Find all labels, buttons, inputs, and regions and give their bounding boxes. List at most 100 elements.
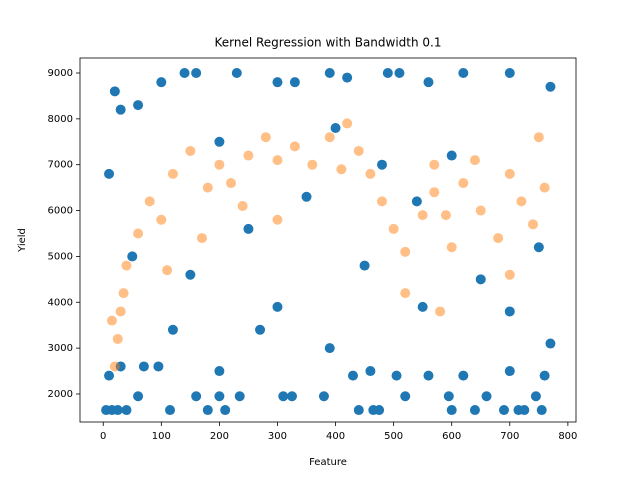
- point: [365, 366, 376, 377]
- point: [272, 77, 283, 88]
- point: [214, 391, 225, 402]
- point: [112, 333, 123, 344]
- point: [519, 405, 530, 416]
- y-tick-label: 9000: [48, 68, 73, 79]
- point: [446, 405, 457, 416]
- point: [165, 405, 176, 416]
- point: [475, 274, 486, 285]
- point: [504, 306, 515, 317]
- point: [504, 67, 515, 78]
- point: [133, 100, 144, 111]
- point: [156, 214, 167, 225]
- point: [104, 168, 115, 179]
- point: [423, 370, 434, 381]
- y-tick-label: 2000: [48, 389, 73, 400]
- x-tick-label: 300: [268, 431, 287, 442]
- point: [504, 366, 515, 377]
- point: [382, 67, 393, 78]
- y-tick-label: 3000: [48, 343, 73, 354]
- point: [539, 370, 550, 381]
- point: [167, 168, 178, 179]
- point: [377, 159, 388, 170]
- point: [458, 178, 469, 189]
- point: [234, 391, 245, 402]
- point: [162, 265, 173, 276]
- y-tick-label: 4000: [48, 297, 73, 308]
- chart-title: Kernel Regression with Bandwidth 0.1: [214, 36, 441, 50]
- plot-area: [101, 67, 556, 416]
- point: [243, 223, 254, 234]
- point: [400, 391, 411, 402]
- point: [156, 77, 167, 88]
- point: [202, 182, 213, 193]
- point: [220, 405, 231, 416]
- point: [185, 145, 196, 156]
- point: [307, 159, 318, 170]
- point: [481, 391, 492, 402]
- point: [374, 405, 385, 416]
- point: [342, 72, 353, 83]
- point: [533, 132, 544, 143]
- x-tick-label: 200: [210, 431, 229, 442]
- point: [278, 391, 289, 402]
- point: [324, 343, 335, 354]
- point: [243, 150, 254, 161]
- x-tick-label: 0: [100, 431, 106, 442]
- point: [330, 123, 341, 134]
- point: [440, 210, 451, 221]
- axes-frame: [79, 57, 577, 423]
- point: [133, 228, 144, 239]
- point: [536, 405, 547, 416]
- point: [214, 136, 225, 147]
- point: [342, 118, 353, 129]
- point: [391, 370, 402, 381]
- point: [179, 67, 190, 78]
- point: [214, 159, 225, 170]
- point: [112, 405, 123, 416]
- point: [400, 246, 411, 257]
- point: [260, 132, 271, 143]
- point: [516, 196, 527, 207]
- point: [377, 196, 388, 207]
- point: [347, 370, 358, 381]
- point: [417, 210, 428, 221]
- point: [458, 67, 469, 78]
- point: [423, 77, 434, 88]
- point: [286, 391, 297, 402]
- point: [196, 233, 207, 244]
- point: [498, 405, 509, 416]
- point: [504, 269, 515, 280]
- point: [394, 67, 405, 78]
- point: [272, 155, 283, 166]
- point: [446, 150, 457, 161]
- point: [255, 324, 266, 335]
- x-tick-label: 600: [442, 431, 461, 442]
- point: [144, 196, 155, 207]
- point: [202, 405, 213, 416]
- point: [429, 159, 440, 170]
- point: [226, 178, 237, 189]
- x-tick-label: 700: [500, 431, 519, 442]
- point: [231, 67, 242, 78]
- point: [539, 182, 550, 193]
- point: [359, 260, 370, 271]
- point: [353, 145, 364, 156]
- point: [336, 164, 347, 175]
- y-tick-label: 6000: [48, 206, 73, 217]
- point: [115, 104, 126, 115]
- point: [104, 370, 115, 381]
- point: [435, 306, 446, 317]
- point: [272, 301, 283, 312]
- point: [493, 233, 504, 244]
- point: [411, 196, 422, 207]
- point: [429, 187, 440, 198]
- point: [115, 306, 126, 317]
- point: [533, 242, 544, 253]
- point: [289, 141, 300, 152]
- point: [301, 191, 312, 202]
- x-tick-label: 500: [384, 431, 403, 442]
- x-tick-label: 100: [152, 431, 171, 442]
- y-tick-label: 7000: [48, 160, 73, 171]
- x-tick-label: 400: [326, 431, 345, 442]
